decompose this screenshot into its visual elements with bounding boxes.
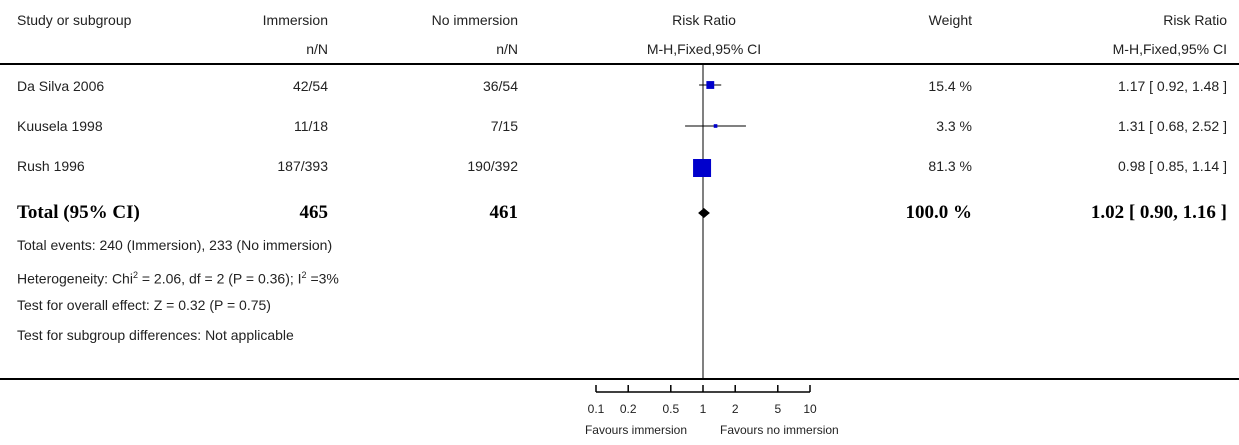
total-weight: 100.0 %	[905, 202, 973, 223]
bottom-rule	[0, 378, 1239, 380]
study-weight: 81.3 %	[928, 158, 972, 174]
header-effect2: Risk Ratio	[1163, 12, 1227, 28]
point-estimate-square	[706, 81, 715, 89]
study-group1: 42/54	[292, 78, 328, 94]
total-diamond	[698, 208, 710, 218]
het-prefix: Heterogeneity: Chi	[17, 270, 133, 287]
header-group2: No immersion	[431, 12, 518, 28]
header-weight: Weight	[928, 12, 972, 28]
study-weight: 3.3 %	[936, 118, 972, 134]
x-tick-label: 2	[732, 402, 739, 416]
header-effect2-sub: M-H,Fixed,95% CI	[1112, 41, 1227, 57]
study-group1: 11/18	[294, 118, 328, 134]
x-tick-label: 0.5	[662, 402, 679, 416]
header-group1: Immersion	[262, 12, 328, 28]
x-tick-label: 5	[774, 402, 781, 416]
study-group1: 187/393	[277, 158, 328, 174]
favours-left-label: Favours immersion	[584, 423, 687, 437]
x-tick-label: 0.2	[620, 402, 637, 416]
point-estimate-square	[693, 159, 712, 177]
footnote-heterogeneity: Heterogeneity: Chi2 = 2.06, df = 2 (P = …	[17, 267, 339, 287]
study-group2: 36/54	[482, 78, 518, 94]
header-rule	[0, 63, 1239, 65]
total-group2: 461	[489, 202, 519, 223]
header-group1-sub: n/N	[306, 41, 328, 57]
favours-right-label: Favours no immersion	[720, 423, 839, 437]
study-name: Da Silva 2006	[17, 78, 105, 94]
footnote-subgroup: Test for subgroup differences: Not appli…	[17, 327, 294, 343]
study-group2: 7/15	[490, 118, 518, 134]
het-sup2: 2	[301, 270, 307, 280]
study-ci-text: 1.31 [ 0.68, 2.52 ]	[1118, 118, 1227, 134]
header-study: Study or subgroup	[17, 12, 132, 28]
total-label: Total (95% CI)	[17, 202, 140, 223]
study-ci-text: 0.98 [ 0.85, 1.14 ]	[1118, 158, 1227, 174]
study-name: Kuusela 1998	[17, 118, 103, 134]
het-mid: = 2.06, df = 2 (P = 0.36); I	[137, 270, 302, 287]
header-effect: Risk Ratio	[672, 12, 736, 28]
het-suffix: =3%	[306, 270, 339, 287]
x-tick-label: 1	[700, 402, 707, 416]
study-ci-text: 1.17 [ 0.92, 1.48 ]	[1118, 78, 1227, 94]
header-effect-sub: M-H,Fixed,95% CI	[646, 41, 762, 57]
study-weight: 15.4 %	[928, 78, 972, 94]
x-tick-label: 10	[803, 402, 817, 416]
study-group2: 190/392	[467, 158, 518, 174]
study-name: Rush 1996	[17, 158, 85, 174]
point-estimate-square	[713, 124, 718, 128]
total-ci-text: 1.02 [ 0.90, 1.16 ]	[1090, 202, 1227, 223]
footnote-overall: Test for overall effect: Z = 0.32 (P = 0…	[17, 297, 271, 313]
het-sup1: 2	[132, 270, 138, 280]
x-tick-label: 0.1	[588, 402, 605, 416]
total-group1: 465	[299, 202, 329, 223]
header-group2-sub: n/N	[496, 41, 518, 57]
footnote-events: Total events: 240 (Immersion), 233 (No i…	[17, 237, 333, 253]
